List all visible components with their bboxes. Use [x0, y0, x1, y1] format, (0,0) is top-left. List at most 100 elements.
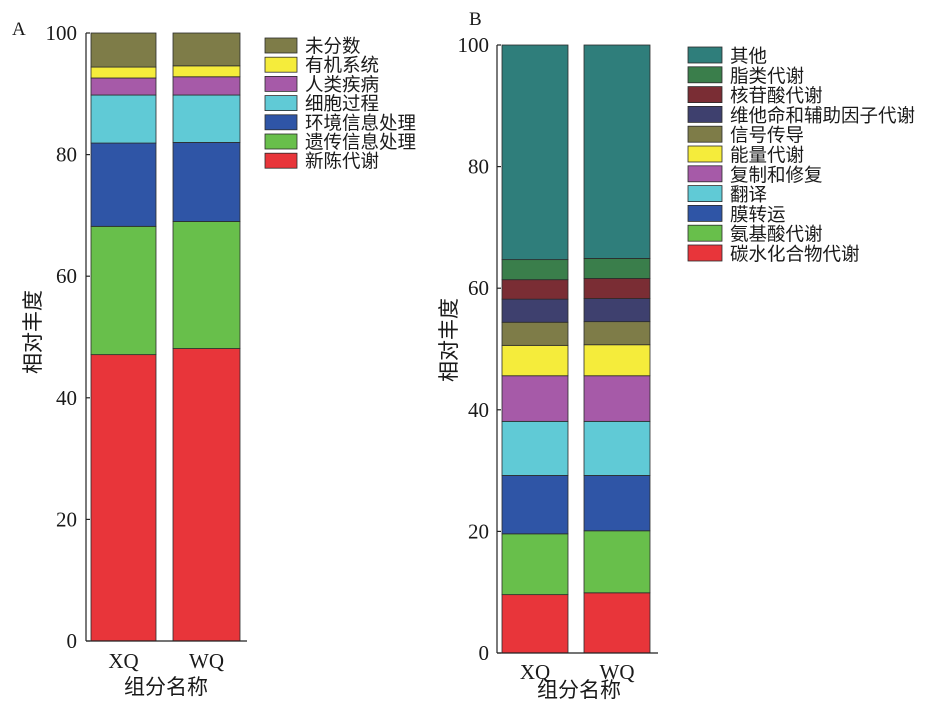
y-tick-label: 60	[468, 276, 489, 300]
chart-panel-b: B XQ WQ 0 20 40 60 80 100 组分名称 相对丰度 其他脂类代谢核苷酸代谢维他命和…	[437, 9, 915, 702]
bar-segment	[172, 348, 241, 642]
legend-swatch	[264, 37, 298, 54]
bar-segment	[172, 221, 241, 349]
y-tick-label: 0	[479, 641, 490, 665]
bar-segment	[583, 592, 651, 654]
legend-item: 有机系统	[264, 56, 379, 77]
legend-item: 能量代谢	[687, 146, 804, 167]
legend-label: 未分数	[305, 37, 361, 58]
bar-segment	[583, 278, 651, 299]
legend-item: 氨基酸代谢	[687, 224, 823, 246]
bar-segment	[583, 44, 651, 259]
bar-segment	[90, 77, 157, 96]
legend-label: 氨基酸代谢	[730, 225, 823, 246]
bar-segment	[501, 533, 569, 596]
legend-label: 能量代谢	[730, 146, 804, 167]
legend-label: 复制和修复	[730, 165, 823, 186]
y-tick-label: 100	[46, 21, 78, 45]
bar-segment	[501, 298, 569, 323]
y-tick-label: 40	[56, 386, 77, 410]
panel-label: B	[469, 9, 482, 30]
legend-label: 脂类代谢	[730, 66, 804, 87]
legend-item: 遗传信息处理	[264, 133, 416, 154]
legend-swatch	[687, 244, 723, 262]
legend-label: 有机系统	[305, 56, 379, 77]
bar-segment	[583, 475, 651, 532]
y-tick-label: 100	[458, 33, 490, 57]
legend-label: 细胞过程	[305, 94, 379, 115]
y-tick-label: 20	[56, 507, 77, 531]
y-tick-label: 0	[67, 629, 78, 653]
legend-item: 翻译	[687, 185, 767, 206]
legend-item: 其他	[687, 46, 767, 68]
bar-segment	[583, 375, 651, 422]
legend-swatch	[687, 125, 723, 143]
legend-swatch	[687, 106, 723, 123]
legend: 其他脂类代谢核苷酸代谢维他命和辅助因子代谢信号传导能量代谢复制和修复翻译膜转运氨…	[687, 46, 915, 266]
legend-item: 环境信息处理	[264, 113, 416, 134]
bar-segment	[90, 354, 157, 642]
y-tick-label: 80	[468, 155, 489, 179]
chart-panel-a: A XQ WQ 0 20 40 60 80 100 组分名称 相对丰度 未分数有机系统人类疾病细胞过程…	[12, 19, 416, 699]
x-axis-label: 组分名称	[537, 678, 621, 702]
bar-segment	[583, 344, 651, 377]
panel-label: A	[12, 19, 26, 40]
legend-item: 复制和修复	[687, 165, 823, 186]
legend-swatch	[687, 224, 723, 242]
legend-item: 新陈代谢	[264, 152, 379, 173]
bar-segment	[501, 279, 569, 300]
legend-item: 脂类代谢	[687, 66, 804, 87]
legend-label: 信号传导	[730, 126, 804, 147]
bar-segment	[583, 420, 651, 476]
bar-segment	[501, 420, 569, 476]
bar-segment	[583, 530, 651, 594]
legend-item: 碳水化合物代谢	[687, 244, 860, 266]
bar-segment	[583, 298, 651, 323]
legend-label: 翻译	[730, 185, 767, 206]
legend-item: 核苷酸代谢	[687, 86, 823, 107]
legend-swatch	[264, 56, 298, 73]
y-axis-label: 相对丰度	[21, 290, 45, 374]
legend-swatch	[687, 185, 723, 203]
bar-segment	[90, 94, 157, 144]
x-tick-label: WQ	[189, 649, 224, 673]
bar-segment	[501, 344, 569, 377]
legend-item: 未分数	[264, 37, 361, 58]
bar-segment	[172, 65, 241, 78]
bar-segment	[583, 321, 651, 346]
legend-label: 维他命和辅助因子代谢	[730, 106, 915, 127]
bar-segment	[172, 94, 241, 143]
legend-label: 碳水化合物代谢	[730, 245, 860, 266]
bar-segment	[172, 76, 241, 96]
legend-label: 新陈代谢	[305, 152, 379, 173]
legend-label: 遗传信息处理	[305, 133, 416, 154]
legend-label: 环境信息处理	[305, 113, 416, 134]
legend-item: 膜转运	[687, 205, 786, 226]
y-tick-label: 20	[468, 519, 489, 543]
bar-segment	[501, 44, 569, 261]
legend-swatch	[687, 46, 723, 64]
legend-label: 膜转运	[730, 205, 786, 226]
legend-swatch	[264, 133, 298, 150]
legend-swatch	[264, 114, 298, 131]
x-axis-label: 组分名称	[124, 675, 208, 699]
bar-segment	[90, 32, 157, 68]
legend-swatch	[264, 95, 298, 111]
bar-segment	[501, 375, 569, 422]
legend-item: 维他命和辅助因子代谢	[687, 106, 915, 127]
bar-segment	[583, 258, 651, 279]
bar-segment	[501, 321, 569, 346]
legend-swatch	[687, 66, 723, 84]
y-tick-label: 80	[56, 143, 77, 167]
y-axis-label: 相对丰度	[437, 298, 461, 382]
bar-segment	[501, 475, 569, 535]
bar-segment	[90, 66, 157, 79]
legend-label: 核苷酸代谢	[730, 86, 823, 107]
bar-segment	[90, 225, 157, 356]
bar-segment	[90, 142, 157, 227]
legend-item: 人类疾病	[264, 75, 379, 96]
legend-label: 其他	[730, 47, 767, 68]
x-tick-label: XQ	[108, 649, 138, 673]
